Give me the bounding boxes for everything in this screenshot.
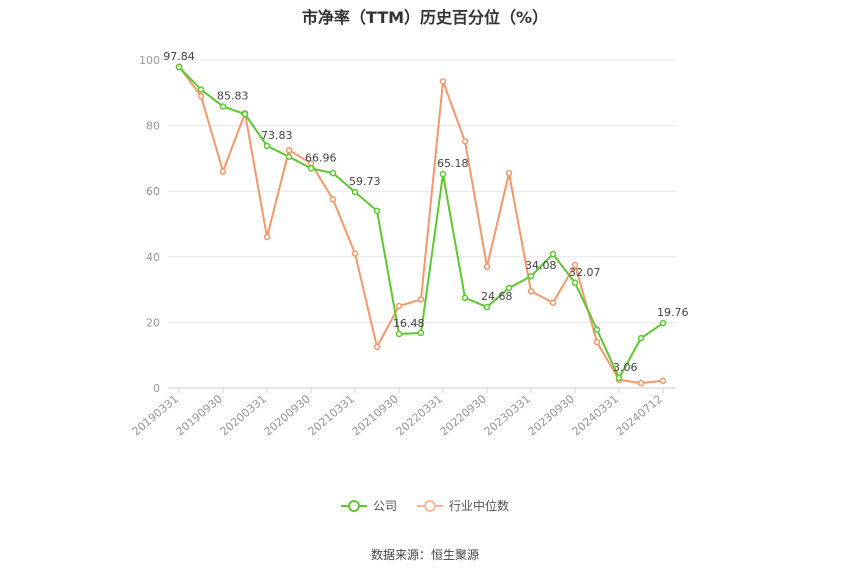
x-tick-label: 20240712 — [614, 392, 665, 438]
data-point-company — [307, 165, 315, 172]
data-label: 85.83 — [217, 89, 249, 102]
legend-swatch-industry — [417, 499, 443, 513]
data-point-company — [461, 294, 469, 302]
data-label: 73.83 — [261, 129, 293, 142]
x-tick-label: 20230930 — [526, 392, 577, 438]
legend-swatch-company — [340, 499, 367, 513]
data-point-industry — [593, 338, 601, 346]
data-point-industry — [549, 299, 557, 306]
legend: 公司 行业中位数 — [0, 497, 850, 514]
y-tick-label: 40 — [146, 251, 160, 264]
data-point-company — [571, 279, 579, 287]
data-point-industry — [395, 302, 403, 310]
data-label: 32.07 — [569, 266, 601, 279]
data-point-company — [549, 250, 557, 258]
data-labels: 97.84 85.83 73.83 66.96 59.73 16.48 65.18 24.68… — [163, 50, 688, 374]
data-label: 59.73 — [349, 175, 381, 188]
data-point-company — [659, 319, 667, 327]
x-tick-label: 20190930 — [174, 392, 225, 438]
legend-label-company: 公司 — [372, 499, 397, 513]
y-tick-label: 20 — [146, 316, 160, 329]
data-point-company — [175, 63, 183, 71]
data-label: 24.68 — [481, 290, 513, 303]
data-point-industry — [637, 379, 645, 387]
data-point-industry — [219, 168, 227, 175]
data-point-company — [197, 86, 205, 93]
data-point-company — [241, 110, 249, 118]
legend-item-industry[interactable]: 行业中位数 — [417, 497, 509, 514]
x-tick-label: 20220930 — [438, 392, 489, 438]
data-label: 65.18 — [437, 157, 469, 170]
data-point-industry — [373, 343, 381, 351]
data-point-company — [417, 329, 425, 337]
data-label: 19.76 — [657, 306, 689, 319]
data-point-company — [219, 103, 227, 110]
data-label: 66.96 — [305, 151, 337, 164]
y-tick-label: 100 — [139, 54, 160, 67]
data-point-company — [439, 170, 447, 178]
y-tick-label: 80 — [146, 120, 160, 133]
grid-lines — [168, 59, 676, 389]
data-point-company — [373, 207, 381, 215]
data-point-industry — [285, 146, 293, 154]
data-point-industry — [571, 261, 579, 269]
data-point-industry — [527, 287, 535, 295]
x-tick-label: 20200331 — [218, 392, 269, 438]
legend-item-company[interactable]: 公司 — [340, 497, 397, 514]
y-axis: 0 20 40 60 80 100 — [139, 54, 160, 395]
chart-title: 市净率（TTM）历史百分位（%） — [301, 8, 549, 27]
data-point-industry — [659, 377, 667, 385]
data-point-company — [505, 284, 513, 292]
series-layer — [175, 63, 667, 387]
data-point-industry — [439, 78, 447, 85]
data-point-company — [637, 334, 645, 342]
y-tick-label: 60 — [146, 185, 160, 198]
x-tick-label: 20240331 — [570, 392, 621, 438]
data-label: 34.08 — [525, 259, 557, 272]
data-point-industry — [417, 296, 425, 303]
data-point-company — [593, 326, 601, 333]
data-point-company — [329, 169, 337, 177]
data-point-industry — [263, 233, 271, 241]
x-tick-label: 20200930 — [262, 392, 313, 438]
data-point-company — [285, 153, 293, 161]
data-point-company — [395, 330, 403, 338]
data-label: 97.84 — [163, 50, 195, 63]
data-point-company — [351, 188, 359, 196]
data-point-industry — [461, 138, 469, 145]
y-tick-label: 0 — [153, 382, 160, 395]
legend-label-industry: 行业中位数 — [449, 499, 510, 513]
data-point-company — [615, 374, 623, 382]
x-axis: 2019033120190930202003312020093020210331… — [130, 388, 665, 438]
data-point-company — [263, 142, 271, 150]
data-source: 数据来源：恒生聚源 — [370, 548, 479, 562]
x-tick-label: 20210331 — [306, 392, 357, 438]
data-label: 16.48 — [393, 317, 425, 330]
data-point-industry — [505, 169, 513, 177]
data-point-company — [483, 303, 491, 311]
data-label: 3.06 — [613, 361, 638, 374]
x-tick-label: 20190331 — [130, 392, 181, 438]
x-tick-label: 20230331 — [482, 392, 533, 438]
data-point-industry — [483, 263, 491, 270]
data-point-company — [527, 272, 535, 280]
data-point-industry — [351, 250, 359, 257]
x-tick-label: 20210930 — [350, 392, 401, 438]
x-tick-label: 20220331 — [394, 392, 445, 438]
data-point-industry — [329, 196, 337, 203]
data-point-industry — [197, 92, 205, 100]
